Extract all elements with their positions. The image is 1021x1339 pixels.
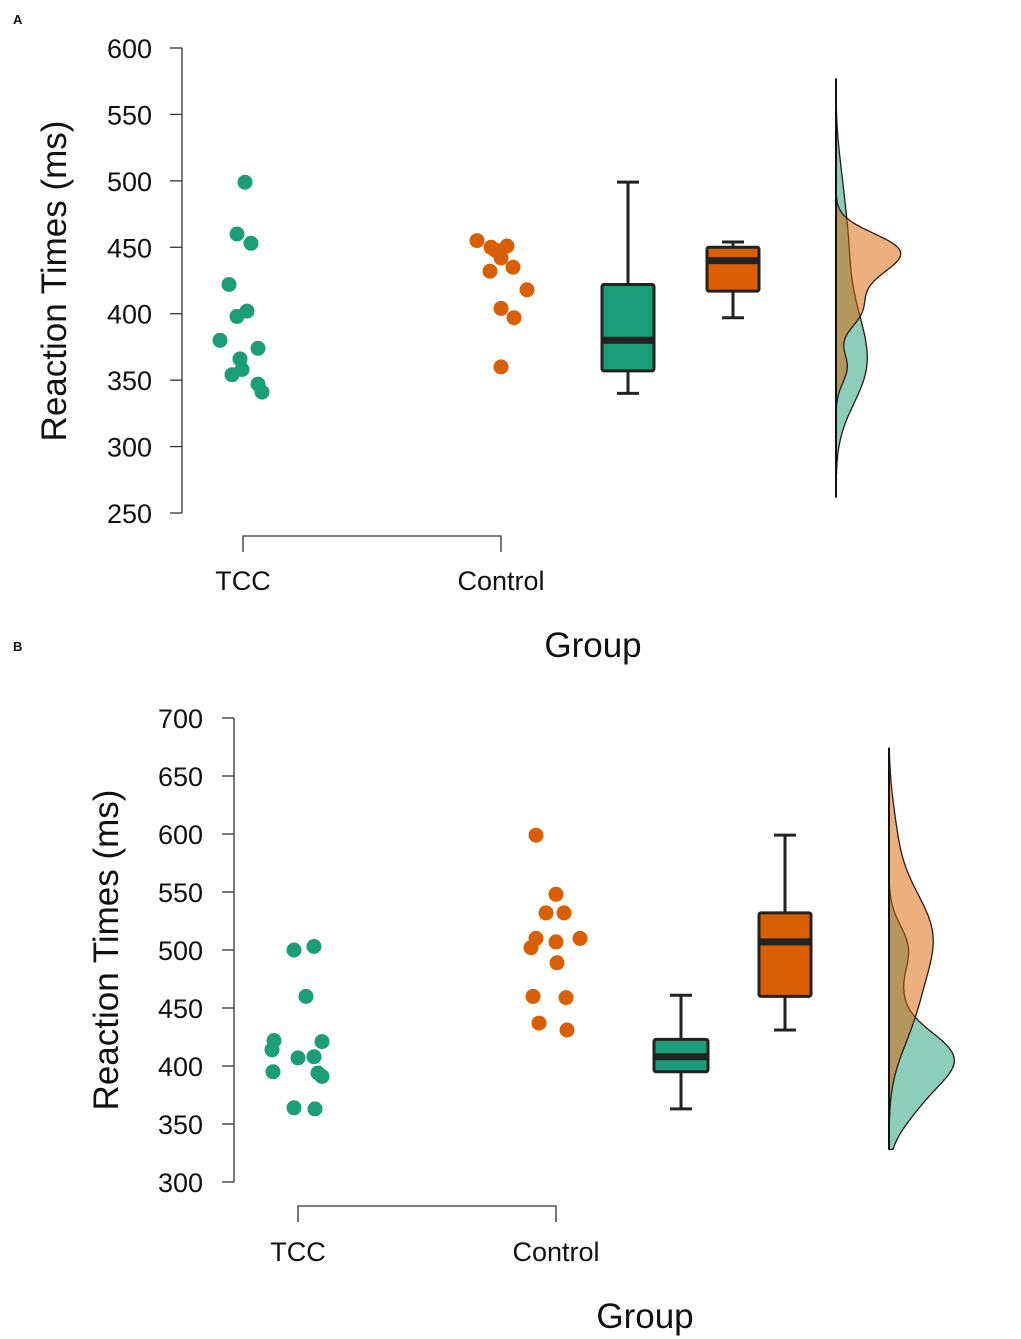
y-tick-label: 500 xyxy=(107,167,152,197)
panel-a: A 250 300 350 400 450 500 550 600 Reaction Times … xyxy=(13,12,902,665)
data-point-control xyxy=(559,1022,575,1038)
y-tick-label: 600 xyxy=(107,34,152,64)
boxplot-box-control xyxy=(705,245,761,293)
y-tick-label: 450 xyxy=(107,233,152,263)
data-point-control xyxy=(519,282,535,298)
y-tick-label: 550 xyxy=(158,878,203,908)
data-point-control xyxy=(548,934,564,950)
density-control xyxy=(888,747,934,1150)
data-point-control xyxy=(548,886,564,902)
data-point-control xyxy=(556,905,572,921)
data-point-tcc xyxy=(221,277,237,292)
y-tick-label: 250 xyxy=(107,499,152,529)
x-category-label: Control xyxy=(512,1237,599,1267)
x-axis-title: Group xyxy=(596,1297,693,1336)
data-point-tcc xyxy=(212,332,228,348)
data-point-control xyxy=(572,930,588,946)
y-tick-label: 300 xyxy=(158,1168,203,1198)
data-point-control xyxy=(525,988,541,1004)
data-point-tcc xyxy=(307,1101,323,1117)
panel-letter: B xyxy=(13,639,22,654)
y-tick-label: 350 xyxy=(107,366,152,396)
y-tick-label: 500 xyxy=(158,936,203,966)
boxplot-box-tcc xyxy=(600,282,656,373)
data-point-tcc xyxy=(306,939,322,954)
data-point-control xyxy=(549,955,565,971)
data-point-control xyxy=(558,990,574,1006)
data-point-control xyxy=(493,359,509,375)
panel-letter: A xyxy=(13,12,23,27)
y-axis-title: Reaction Times (ms) xyxy=(87,790,126,1111)
data-point-tcc xyxy=(229,226,245,242)
y-tick-label: 300 xyxy=(107,433,152,463)
data-point-control xyxy=(523,940,539,956)
data-point-control xyxy=(493,300,509,316)
data-point-tcc xyxy=(286,1100,302,1116)
density-control xyxy=(835,78,902,498)
panel-b: B 300 350 400 450 500 550 600 650 700 Reaction Tim… xyxy=(13,639,955,1336)
data-point-tcc xyxy=(237,174,253,190)
y-axis-title: Reaction Times (ms) xyxy=(35,121,74,442)
y-tick-label: 700 xyxy=(158,704,203,734)
data-point-tcc xyxy=(254,384,270,400)
data-point-tcc xyxy=(290,1050,306,1066)
data-point-tcc xyxy=(314,1034,330,1050)
y-tick-label: 600 xyxy=(158,820,203,850)
boxplot-box-control xyxy=(757,911,813,998)
data-point-control xyxy=(499,238,515,254)
data-point-control xyxy=(528,827,544,843)
x-category-label: TCC xyxy=(270,1237,326,1267)
x-category-label: TCC xyxy=(215,566,271,596)
x-axis-bracket xyxy=(297,1205,557,1222)
y-tick-label: 350 xyxy=(158,1110,203,1140)
data-point-tcc xyxy=(298,988,314,1004)
y-tick-label: 650 xyxy=(158,762,203,792)
y-tick-label: 400 xyxy=(158,1052,203,1082)
data-point-control xyxy=(493,250,509,266)
data-point-control xyxy=(538,905,554,921)
data-point-control xyxy=(531,1015,547,1031)
data-point-tcc xyxy=(250,340,266,356)
data-point-control xyxy=(506,310,522,326)
data-point-control xyxy=(505,259,521,275)
data-point-tcc xyxy=(243,235,259,251)
x-axis-bracket xyxy=(242,535,502,552)
data-point-tcc xyxy=(314,1068,330,1084)
data-point-tcc xyxy=(229,308,245,324)
data-point-tcc xyxy=(265,1064,281,1080)
x-axis-title: Group xyxy=(544,626,641,665)
data-point-tcc xyxy=(264,1042,280,1058)
data-point-tcc xyxy=(286,942,302,958)
y-tick-label: 550 xyxy=(107,100,152,130)
x-category-label: Control xyxy=(457,566,544,596)
data-point-control xyxy=(482,263,498,279)
data-point-tcc xyxy=(306,1049,322,1065)
y-tick-label: 400 xyxy=(107,300,152,330)
data-point-control xyxy=(469,233,485,249)
data-point-tcc xyxy=(224,367,240,383)
y-tick-label: 450 xyxy=(158,994,203,1024)
